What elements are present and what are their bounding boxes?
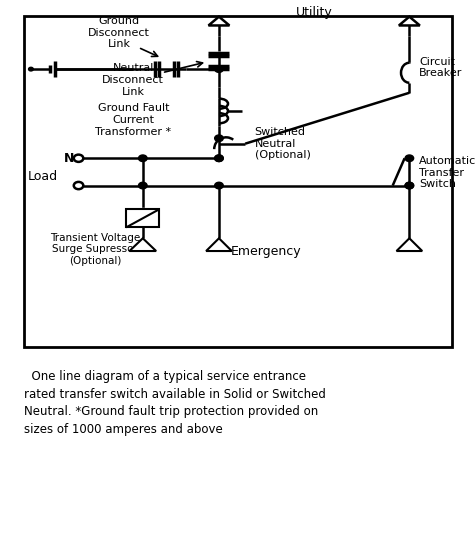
Circle shape <box>215 155 223 162</box>
Text: Load: Load <box>28 170 58 183</box>
Text: Automatic
Transfer
Switch: Automatic Transfer Switch <box>419 156 476 189</box>
Text: One line diagram of a typical service entrance
rated transfer switch available i: One line diagram of a typical service en… <box>24 370 326 435</box>
Polygon shape <box>399 17 420 26</box>
Circle shape <box>215 135 223 142</box>
Polygon shape <box>397 238 422 251</box>
Circle shape <box>215 66 223 72</box>
Text: Ground Fault
Current
Transformer *: Ground Fault Current Transformer * <box>95 103 171 136</box>
Circle shape <box>405 182 414 189</box>
Circle shape <box>405 182 414 189</box>
Circle shape <box>139 182 147 189</box>
Text: Circuit
Breaker: Circuit Breaker <box>419 57 462 78</box>
Polygon shape <box>208 17 229 26</box>
Circle shape <box>215 182 223 189</box>
Text: Transient Voltage
Surge Supressor
(Optional): Transient Voltage Surge Supressor (Optio… <box>50 233 140 266</box>
Text: Emergency: Emergency <box>231 244 302 257</box>
Circle shape <box>29 67 33 71</box>
Circle shape <box>215 155 223 162</box>
Circle shape <box>74 182 83 189</box>
Circle shape <box>139 155 147 162</box>
Circle shape <box>405 155 414 162</box>
Polygon shape <box>206 238 232 251</box>
Bar <box>126 209 159 227</box>
Text: Ground
Disconnect
Link: Ground Disconnect Link <box>88 16 150 49</box>
Text: Neutral
Disconnect
Link: Neutral Disconnect Link <box>102 64 164 97</box>
Text: Switched
Neutral
(Optional): Switched Neutral (Optional) <box>255 127 310 160</box>
Text: Utility: Utility <box>296 6 333 19</box>
Polygon shape <box>129 238 156 251</box>
Text: N: N <box>63 152 74 165</box>
Circle shape <box>74 155 83 162</box>
